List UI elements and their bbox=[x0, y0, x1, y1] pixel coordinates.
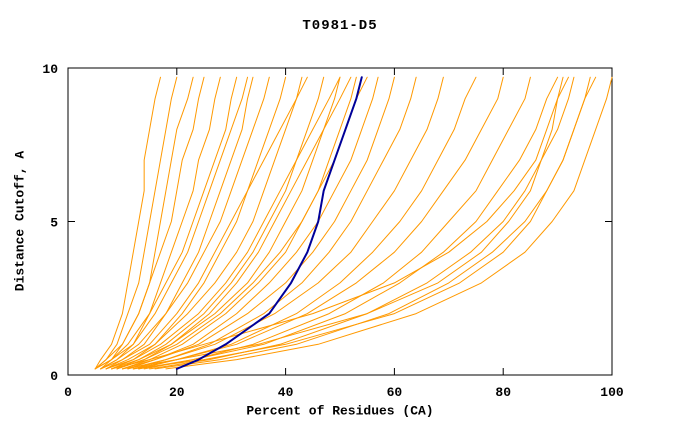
x-tick-label: 80 bbox=[495, 385, 511, 400]
model-curve bbox=[105, 76, 341, 370]
model-curve bbox=[100, 76, 194, 370]
x-tick-label: 60 bbox=[387, 385, 403, 400]
x-tick-label: 100 bbox=[600, 385, 624, 400]
model-curve bbox=[105, 76, 303, 370]
model-curve bbox=[100, 76, 221, 370]
model-curve bbox=[116, 76, 325, 370]
model-curve bbox=[121, 76, 395, 370]
x-tick-label: 40 bbox=[278, 385, 294, 400]
model-curve bbox=[127, 76, 444, 370]
model-curve bbox=[132, 76, 417, 370]
model-curve bbox=[138, 76, 559, 370]
model-curve bbox=[116, 76, 368, 370]
model-curve bbox=[121, 76, 564, 370]
model-curve bbox=[105, 76, 254, 370]
model-curve bbox=[116, 76, 352, 370]
y-tick-label: 5 bbox=[50, 216, 58, 231]
chart-title: T0981-D5 bbox=[302, 18, 378, 34]
x-axis-label: Percent of Residues (CA) bbox=[246, 403, 434, 419]
model-curve bbox=[94, 76, 238, 370]
highlight-curve bbox=[175, 76, 363, 370]
model-curve bbox=[111, 76, 341, 370]
model-curve bbox=[100, 76, 270, 370]
model-curve bbox=[165, 76, 613, 370]
model-curve bbox=[94, 76, 161, 370]
model-curve bbox=[143, 76, 531, 370]
model-curve bbox=[94, 76, 249, 370]
model-curve bbox=[111, 76, 569, 370]
y-tick-label: 0 bbox=[50, 369, 58, 384]
model-curve bbox=[127, 76, 379, 370]
model-curve bbox=[149, 76, 575, 370]
model-curve bbox=[132, 76, 597, 370]
model-curve bbox=[94, 76, 178, 370]
model-curve bbox=[132, 76, 504, 370]
model-curve bbox=[100, 76, 308, 370]
x-tick-label: 20 bbox=[169, 385, 185, 400]
model-curve bbox=[94, 76, 205, 370]
y-tick-label: 10 bbox=[42, 62, 58, 77]
x-tick-label: 0 bbox=[64, 385, 72, 400]
model-curve bbox=[121, 76, 357, 370]
